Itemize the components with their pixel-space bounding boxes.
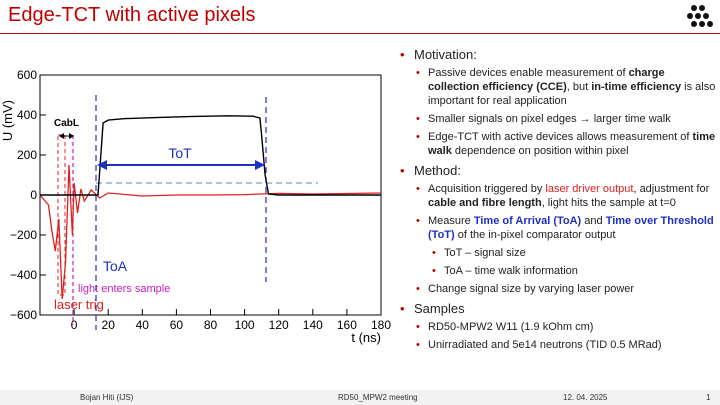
bullet-m3: Edge-TCT with active devices allows meas…: [398, 130, 716, 158]
bullet-method: Method:: [398, 164, 716, 179]
y-axis-label: U (mV): [0, 100, 15, 141]
laser-trig-label: laser trig: [54, 297, 104, 312]
x-tick-label: 40: [136, 318, 150, 332]
toa-label: ToA: [103, 258, 128, 274]
x-tick-label: 100: [235, 318, 255, 332]
x-tick-label: 0: [71, 318, 78, 332]
y-tick-label: −600: [10, 308, 37, 322]
bullet-s1: RD50-MPW2 W11 (1.9 kOhm cm): [398, 320, 716, 334]
bullet-d2: Measure Time of Arrival (ToA) and Time o…: [398, 214, 716, 242]
footer-page-number: 1: [706, 393, 711, 402]
waveform-plot: 600 400 200 0 −200 −400 −600 0 20 40 60 80 100 120 14…: [0, 68, 391, 345]
x-axis-label: t (ns): [351, 330, 381, 345]
x-tick-label: 160: [337, 318, 357, 332]
x-tick-label: 180: [371, 318, 391, 332]
bullet-d2-sub2: ToA – time walk information: [398, 264, 716, 278]
bullet-d1: Acquisition triggered by laser driver ou…: [398, 182, 716, 210]
bullet-s2: Unirradiated and 5e14 neutrons (TID 0.5 …: [398, 338, 716, 352]
tot-arrow-right-head: [255, 160, 265, 170]
series-comparator-signal: [40, 115, 381, 196]
bullet-d2-sub1: ToT – signal size: [398, 246, 716, 260]
x-tick-label: 140: [303, 318, 323, 332]
y-tick-label: 0: [30, 188, 37, 202]
content-panel: Motivation: Passive devices enable measu…: [398, 42, 716, 353]
bullet-samples: Samples: [398, 302, 716, 317]
bullet-d3: Change signal size by varying laser powe…: [398, 282, 716, 296]
x-tick-label: 60: [170, 318, 184, 332]
slide-title: Edge-TCT with active pixels: [8, 4, 256, 26]
footer-bar: Bojan Hiti (IJS) RD50_MPW2 meeting 12. 0…: [0, 390, 720, 405]
x-tick-label: 20: [102, 318, 116, 332]
y-tick-label: −200: [10, 228, 37, 242]
title-underline: [0, 33, 720, 34]
x-axis-ticks: 0 20 40 60 80 100 120 140 160 180: [71, 309, 391, 332]
footer-author: Bojan Hiti (IJS): [80, 393, 134, 402]
y-tick-label: −400: [10, 268, 37, 282]
tot-arrow-left-head: [97, 160, 107, 170]
x-tick-label: 120: [269, 318, 289, 332]
x-tick-label: 80: [204, 318, 218, 332]
logo-dots-icon: [687, 5, 713, 27]
y-tick-label: 200: [17, 148, 37, 162]
y-axis-ticks: 600 400 200 0 −200 −400 −600: [10, 68, 46, 322]
y-tick-label: 400: [17, 108, 37, 122]
cabl-label: CabL: [54, 118, 79, 129]
cabl-arrow-left-head: [59, 133, 64, 139]
cabl-arrow-right-head: [69, 133, 74, 139]
bullet-motivation: Motivation:: [398, 48, 716, 63]
bullet-m2: Smaller signals on pixel edges → larger …: [398, 112, 716, 126]
light-enters-label: light enters sample: [78, 283, 170, 295]
tot-label: ToT: [168, 145, 192, 161]
bullet-m1: Passive devices enable measurement of ch…: [398, 66, 716, 108]
y-tick-label: 600: [17, 68, 37, 82]
series-laser-trace: [39, 164, 382, 300]
footer-date: 12. 04. 2025: [563, 393, 608, 402]
footer-meeting: RD50_MPW2 meeting: [338, 393, 418, 402]
